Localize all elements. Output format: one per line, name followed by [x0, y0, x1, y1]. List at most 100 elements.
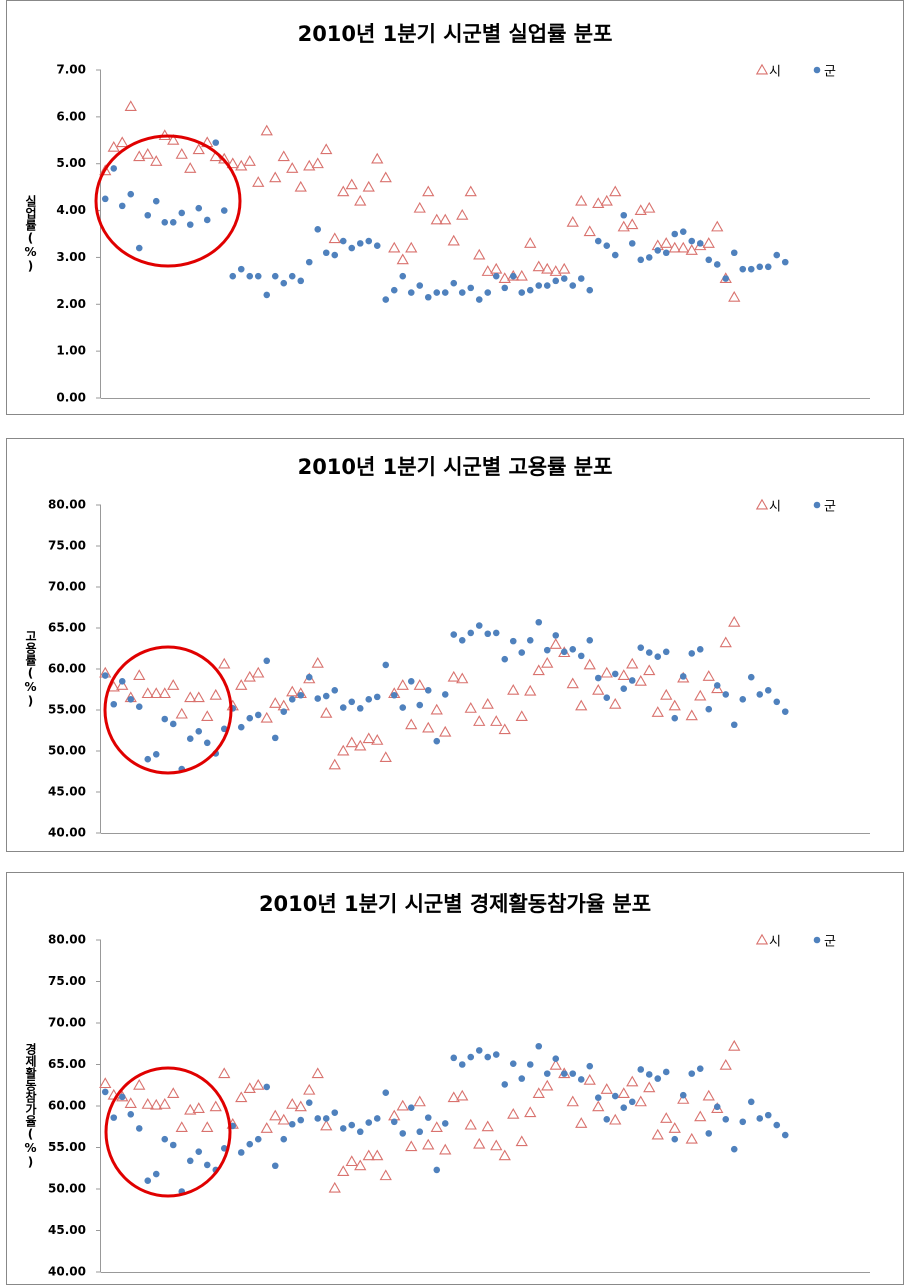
point: [694, 689, 707, 701]
point: [535, 1042, 543, 1050]
point: [260, 711, 273, 723]
point: [263, 1083, 271, 1091]
point: [626, 218, 639, 230]
point: [464, 1118, 477, 1130]
highlight-circle: [94, 134, 242, 268]
point: [679, 228, 687, 235]
point: [566, 215, 579, 227]
point: [671, 230, 679, 238]
point: [711, 682, 724, 694]
y-tick-label: 1.00: [56, 344, 86, 358]
point: [603, 1115, 611, 1123]
point: [305, 258, 313, 266]
point: [577, 652, 585, 660]
point: [382, 1089, 390, 1097]
point: [526, 1061, 534, 1068]
point: [773, 1121, 781, 1129]
point: [314, 695, 322, 702]
point: [220, 207, 228, 214]
point: [169, 720, 177, 728]
point: [365, 1119, 373, 1126]
point: [467, 629, 475, 637]
legend-marker: [813, 501, 821, 509]
point: [413, 1095, 426, 1107]
point: [532, 1087, 545, 1098]
point: [229, 272, 237, 280]
point: [226, 157, 239, 169]
point: [218, 1067, 231, 1079]
point: [611, 251, 619, 259]
point: [662, 249, 670, 257]
point: [175, 707, 188, 719]
point: [413, 201, 426, 213]
point: [532, 664, 545, 676]
point: [473, 715, 486, 726]
point: [620, 1104, 628, 1111]
point: [685, 709, 698, 721]
point: [696, 646, 704, 653]
point: [492, 272, 500, 280]
point: [280, 708, 288, 715]
panel-frame: [6, 438, 904, 852]
point: [450, 279, 458, 287]
point: [127, 696, 135, 703]
point: [237, 1149, 245, 1156]
point: [747, 265, 755, 273]
y-tick-label: 45.00: [48, 785, 86, 799]
point: [150, 1098, 163, 1110]
y-tick-label: 65.00: [48, 1057, 86, 1071]
point: [515, 1135, 528, 1147]
point: [294, 1100, 307, 1112]
point: [379, 1169, 392, 1181]
point: [175, 1121, 188, 1133]
point: [560, 1070, 568, 1077]
point: [592, 197, 605, 208]
highlight-circle: [104, 1066, 232, 1198]
point: [288, 696, 296, 703]
point: [781, 258, 789, 266]
point: [294, 180, 307, 192]
point: [390, 1118, 398, 1126]
point: [382, 661, 390, 669]
point: [271, 272, 279, 280]
point: [569, 646, 577, 653]
y-tick-label: 40.00: [48, 1265, 86, 1279]
point: [260, 124, 273, 136]
point: [263, 291, 271, 299]
point: [150, 155, 163, 166]
point: [594, 1094, 602, 1101]
legend-marker: [755, 498, 769, 510]
point: [328, 758, 341, 770]
point: [184, 691, 197, 703]
point: [609, 1113, 622, 1125]
point: [433, 1166, 441, 1174]
panel-frame: [6, 0, 904, 415]
point: [498, 272, 511, 283]
point: [150, 687, 163, 699]
point: [764, 1111, 772, 1119]
point: [201, 1121, 214, 1133]
point: [99, 164, 112, 176]
point: [209, 688, 222, 700]
point: [651, 1128, 664, 1140]
point: [645, 254, 653, 261]
point: [167, 679, 180, 690]
point: [668, 1122, 681, 1133]
legend-label: 군: [824, 65, 836, 80]
point: [450, 631, 458, 638]
point: [543, 1070, 551, 1077]
point: [331, 251, 339, 259]
legend-marker: [813, 936, 821, 944]
point: [169, 1141, 177, 1149]
point: [277, 150, 290, 162]
point: [626, 1075, 639, 1087]
point: [679, 673, 687, 680]
point: [688, 1070, 696, 1077]
point: [220, 725, 228, 733]
point: [339, 704, 347, 711]
point: [243, 1082, 256, 1094]
y-tick-label: 50.00: [48, 1182, 86, 1196]
point: [373, 693, 381, 701]
point: [314, 1115, 322, 1122]
point: [662, 648, 670, 656]
